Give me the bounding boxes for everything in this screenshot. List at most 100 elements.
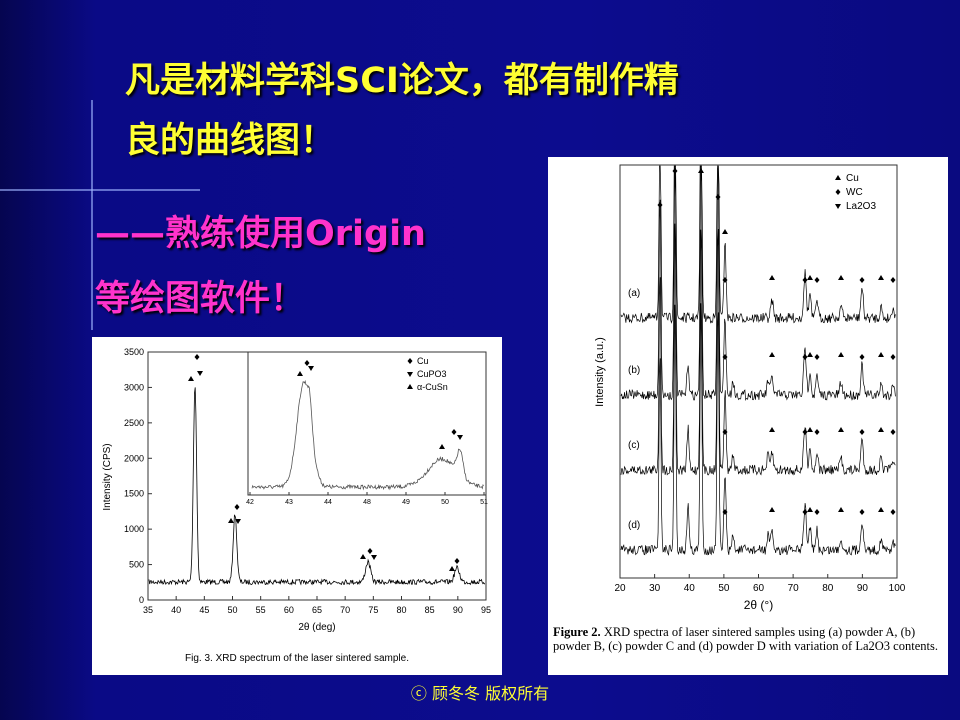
x-tick-label: 35 (143, 605, 153, 615)
marker-icon (234, 504, 240, 510)
legend-label: Cu (417, 356, 429, 366)
marker-icon (698, 168, 704, 173)
legend-label: WC (846, 187, 863, 198)
marker-icon (769, 352, 775, 357)
marker-icon (890, 354, 896, 360)
x-tick-label: 65 (312, 605, 322, 615)
x-tick-label: 30 (649, 583, 661, 594)
marker-icon (878, 275, 884, 280)
legend-label: Cu (846, 173, 859, 184)
marker-icon (890, 509, 896, 515)
marker-icon (722, 354, 728, 360)
marker-icon (859, 429, 865, 435)
x-tick-label: 50 (227, 605, 237, 615)
marker-icon (878, 427, 884, 432)
y-tick-label: 2500 (124, 418, 144, 428)
subtitle-line: ——熟练使用Origin (95, 214, 426, 254)
marker-icon (454, 558, 460, 564)
trace-label: (c) (628, 440, 640, 451)
marker-icon (838, 507, 844, 512)
marker-icon (807, 352, 813, 357)
marker-icon (228, 518, 234, 523)
marker-icon (367, 548, 373, 554)
marker-icon (657, 202, 663, 208)
caption: Fig. 3. XRD spectrum of the laser sinter… (185, 653, 409, 664)
inset-spectrum (251, 379, 484, 491)
marker-icon (859, 354, 865, 360)
marker-icon (308, 366, 314, 371)
y-tick-label: 1000 (124, 524, 144, 534)
marker-icon (890, 429, 896, 435)
marker-icon (407, 384, 413, 389)
marker-icon (449, 566, 455, 571)
marker-icon (802, 509, 808, 515)
spectrum (620, 303, 896, 556)
x-tick-label: 40 (684, 583, 696, 594)
marker-icon (715, 194, 721, 200)
marker-icon (407, 358, 413, 364)
marker-icon (188, 376, 194, 381)
caption-text: XRD spectra of laser sintered samples us… (553, 625, 938, 653)
marker-icon (807, 507, 813, 512)
marker-icon (371, 555, 377, 560)
marker-icon (802, 429, 808, 435)
marker-icon (835, 189, 841, 195)
trace-label: (b) (628, 365, 640, 376)
marker-icon (807, 427, 813, 432)
x-axis-label: 2θ (deg) (298, 622, 335, 633)
y-tick-label: 3000 (124, 382, 144, 392)
marker-icon (451, 429, 457, 435)
marker-icon (835, 175, 841, 180)
inset-x-tick-label: 48 (363, 499, 371, 506)
marker-icon (457, 435, 463, 440)
spectrum (620, 165, 896, 324)
figure-right: 20 30 40 50 60 70 80 90 100 2θ (°) Intensity (a.u.… (548, 157, 948, 675)
marker-icon (878, 507, 884, 512)
spectrum (620, 165, 896, 402)
marker-icon (722, 509, 728, 515)
legend-label: α-CuSn (417, 382, 448, 392)
marker-icon (722, 429, 728, 435)
legend-label: La2O3 (846, 201, 876, 212)
x-tick-label: 80 (396, 605, 406, 615)
legend-label: CuPO3 (417, 369, 447, 379)
caption: Figure 2. XRD spectra of laser sintered … (553, 625, 945, 653)
title-line: 良的曲线图！ (125, 121, 336, 161)
marker-icon (439, 444, 445, 449)
trace-label: (a) (628, 288, 640, 299)
marker-icon (859, 509, 865, 515)
marker-icon (722, 277, 728, 283)
marker-icon (835, 204, 841, 209)
marker-icon (297, 371, 303, 376)
marker-icon (838, 352, 844, 357)
footer: ⓒ 顾冬冬 版权所有 (410, 684, 550, 703)
marker-icon (814, 509, 820, 515)
inset-x-tick-label: 50 (441, 499, 449, 506)
x-tick-label: 60 (284, 605, 294, 615)
x-tick-label: 100 (889, 583, 906, 594)
trace-label: (d) (628, 520, 640, 531)
spectrum (148, 387, 485, 586)
x-tick-label: 75 (368, 605, 378, 615)
marker-icon (407, 372, 413, 377)
marker-icon (769, 275, 775, 280)
marker-icon (304, 360, 310, 366)
y-tick-label: 3500 (124, 347, 144, 357)
y-tick-label: 2000 (124, 453, 144, 463)
x-tick-label: 60 (753, 583, 765, 594)
inset-x-tick-label: 42 (246, 499, 254, 506)
marker-icon (672, 168, 678, 174)
x-tick-label: 70 (340, 605, 350, 615)
inset-x-tick-label: 51 (480, 499, 488, 506)
marker-icon (814, 354, 820, 360)
marker-icon (360, 554, 366, 559)
x-tick-label: 20 (614, 583, 626, 594)
y-tick-label: 1500 (124, 489, 144, 499)
inset-x-tick-label: 44 (324, 499, 332, 506)
y-axis-label: Intensity (CPS) (102, 443, 113, 510)
marker-icon (890, 277, 896, 283)
x-tick-label: 70 (788, 583, 800, 594)
marker-icon (769, 507, 775, 512)
marker-icon (802, 277, 808, 283)
